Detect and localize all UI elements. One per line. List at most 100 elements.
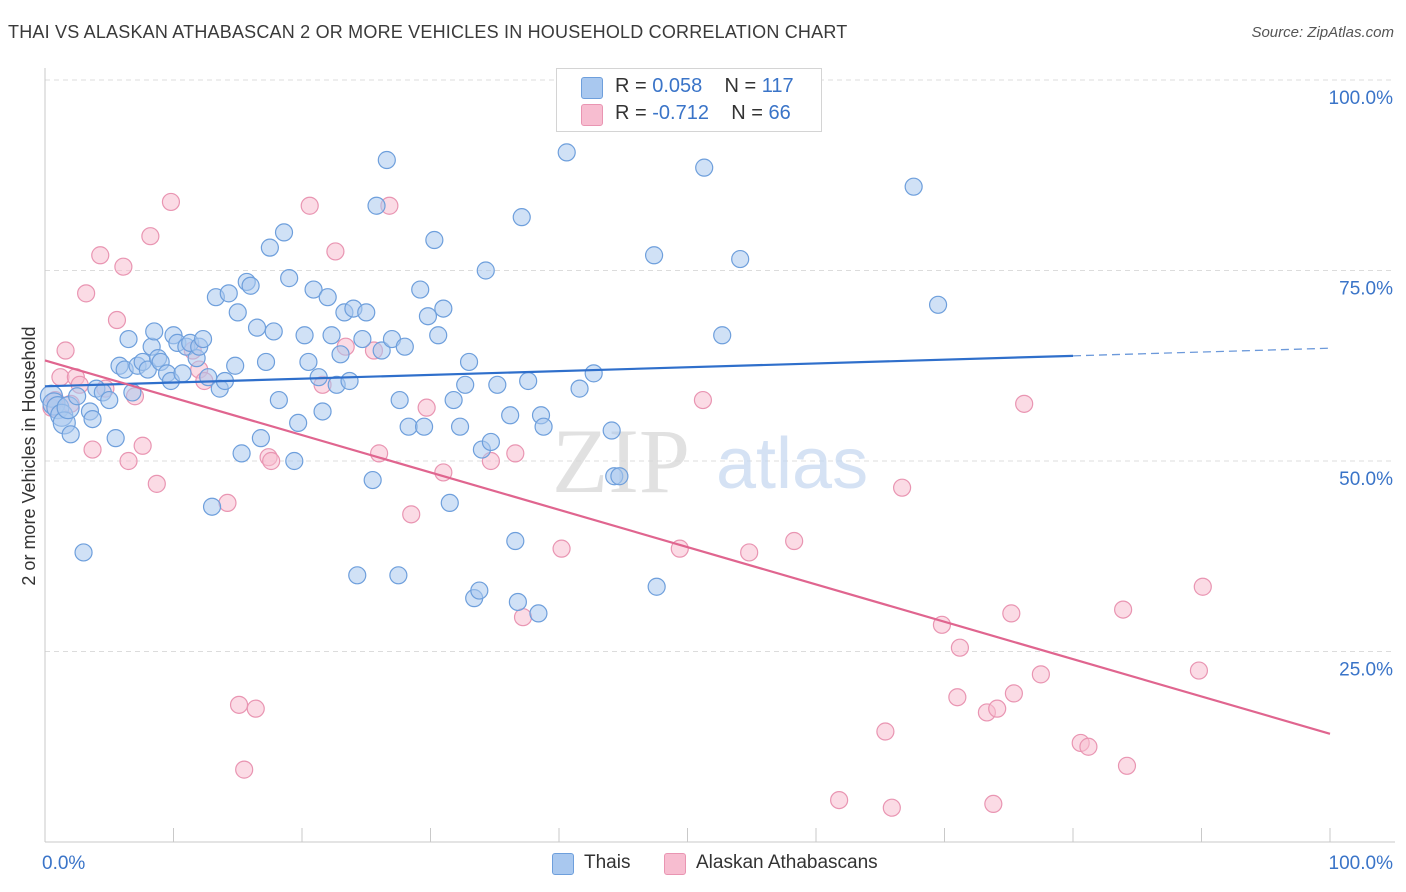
thai-point (557, 143, 576, 162)
alaskan-point (133, 436, 152, 455)
thai-point (226, 356, 245, 375)
alaskan-point (56, 341, 75, 360)
thai-point (928, 295, 948, 314)
series-thais (39, 143, 948, 623)
thai-point (363, 470, 382, 490)
y-tick-label: 75.0% (1339, 279, 1393, 300)
alaskan-trend-line (44, 359, 1331, 735)
chart-title: THAI VS ALASKAN ATHABASCAN 2 OR MORE VEH… (8, 22, 848, 42)
thai-point (425, 230, 444, 250)
thai-point (219, 284, 238, 303)
alaskan-point (107, 310, 127, 330)
r-label: R = (615, 75, 653, 97)
thai-point (357, 303, 376, 322)
thai-point (289, 413, 308, 432)
thai-point (418, 307, 438, 326)
thai-point (74, 543, 93, 562)
thai-point (145, 322, 164, 341)
watermark-zip: ZIP (552, 410, 690, 512)
n-label: N = (724, 75, 762, 97)
alaskan-legend-swatch (664, 853, 686, 875)
thai-point (61, 425, 80, 444)
alaskan-point (785, 531, 804, 551)
alaskan-point (1015, 394, 1034, 413)
thai-point (264, 322, 283, 341)
thai-point (584, 364, 603, 383)
thai-point (508, 592, 527, 612)
thai-point (299, 352, 318, 372)
alaskan-point (417, 398, 436, 417)
alaskan-point (229, 695, 249, 714)
chart-source: Source: ZipAtlas.com (1251, 24, 1394, 41)
thai-point (280, 269, 299, 288)
thai-point (232, 444, 251, 463)
alaskan-point (1117, 756, 1137, 775)
thai-point (644, 246, 664, 265)
thai-point (534, 417, 553, 436)
r-value: 0.058 (652, 75, 703, 97)
alaskan-point (402, 505, 421, 524)
thai-point (389, 566, 408, 585)
thai-point (247, 318, 267, 337)
thai-point (274, 223, 294, 242)
alaskan-point (141, 227, 160, 246)
x-tick-label-start: 0.0% (42, 853, 85, 874)
thai-point (100, 390, 119, 410)
alaskan-point (161, 192, 181, 212)
alaskan-point (950, 638, 970, 657)
thai-point (340, 371, 359, 391)
y-tick-label: 25.0% (1339, 660, 1393, 681)
thai-point (256, 352, 276, 372)
thai-point (390, 390, 409, 410)
thai-point (318, 288, 337, 307)
r-label: R = (615, 102, 653, 124)
alaskan-point (114, 257, 133, 276)
trend-layer (44, 347, 1331, 735)
thai-point (367, 196, 386, 215)
alaskan-point (693, 390, 713, 410)
thai-point (414, 417, 434, 436)
thai-point (459, 352, 479, 372)
thai-point (512, 208, 531, 227)
alaskan-point (1079, 737, 1098, 756)
alaskan-point (1114, 600, 1133, 619)
thai-point (470, 581, 489, 600)
x-tick-label-end: 100.0% (1329, 853, 1394, 874)
alaskan-point (300, 196, 319, 215)
alaskan-point (77, 284, 96, 303)
r-value: -0.712 (652, 102, 709, 124)
alaskan-point (506, 444, 525, 463)
thai-point (353, 329, 372, 349)
thai-point (228, 303, 247, 322)
thai-point (434, 299, 453, 318)
alaskan-point (51, 368, 70, 387)
thai-point (241, 276, 260, 295)
thai-point (202, 497, 222, 516)
thais-legend-label: Thais (584, 852, 631, 873)
thai-point (106, 429, 125, 448)
thai-point (440, 493, 459, 513)
alaskan-point (147, 474, 166, 493)
thai-trend-line (44, 354, 1074, 388)
tick-labels: 100.0% 75.0% 50.0% 25.0% 0.0% 100.0% (42, 88, 1393, 874)
alaskan-point (1004, 684, 1023, 703)
n-value: 117 (761, 75, 794, 97)
alaskan-point (1002, 604, 1021, 623)
thai-point (429, 326, 448, 345)
thai-point (519, 371, 538, 391)
thai-point (251, 429, 270, 448)
alaskan-point (1193, 577, 1212, 596)
thai-point (450, 417, 470, 436)
n-value: 66 (768, 102, 791, 124)
thai-point (610, 467, 629, 486)
thai-point (399, 417, 418, 436)
thai-point (570, 379, 589, 398)
thai-point (119, 329, 138, 349)
alaskan-legend-label: Alaskan Athabascans (696, 852, 878, 873)
alaskan-point (948, 688, 967, 707)
thai-point (173, 364, 192, 383)
thais-legend-swatch (552, 853, 574, 875)
alaskan-point (218, 493, 237, 513)
thai-point (83, 409, 102, 429)
